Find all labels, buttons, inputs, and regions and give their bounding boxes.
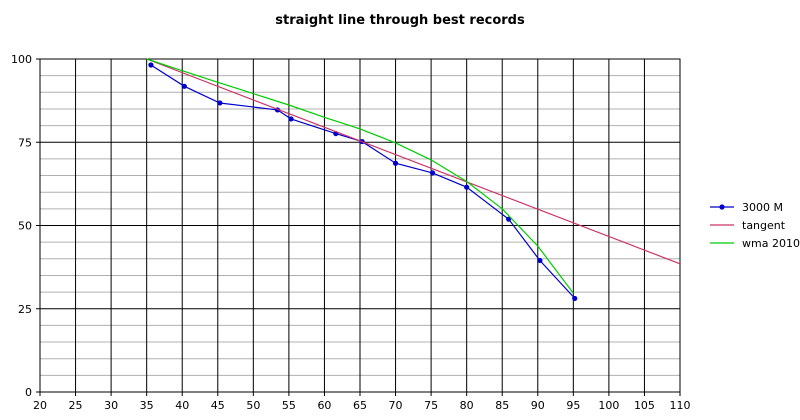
x-tick-label: 30 xyxy=(104,399,118,412)
x-tick-label: 105 xyxy=(634,399,655,412)
data-point-3000-m xyxy=(429,170,436,176)
x-tick-label: 35 xyxy=(140,399,154,412)
grid xyxy=(39,58,681,393)
x-tick-label: 25 xyxy=(69,399,83,412)
data-point-3000-m xyxy=(392,160,399,166)
data-point-3000-m xyxy=(148,62,154,68)
chart-title: straight line through best records xyxy=(275,13,525,28)
x-tick-label: 40 xyxy=(175,399,189,412)
x-tick-label: 85 xyxy=(495,399,509,412)
data-point-3000-m xyxy=(464,184,470,190)
x-tick-label: 75 xyxy=(424,399,438,412)
data-point-3000-m xyxy=(288,116,294,122)
y-tick-label: 25 xyxy=(18,303,32,316)
series-line-wma-2010 xyxy=(146,58,574,294)
series-line-tangent xyxy=(146,58,681,265)
x-tick-label: 55 xyxy=(282,399,296,412)
x-tick-label: 80 xyxy=(460,399,474,412)
x-tick-label: 20 xyxy=(33,399,47,412)
data-point-3000-m xyxy=(537,257,543,264)
x-tick-label: 95 xyxy=(566,399,580,412)
data-point-3000-m xyxy=(506,216,512,222)
y-tick-label: 75 xyxy=(18,136,32,149)
axes: 0 25 50 75 100 20 25 30 35 40 45 50 55 60 65 70 75 80 85 90… xyxy=(11,53,691,412)
x-tick-label: 50 xyxy=(246,399,260,412)
x-tick-label: 45 xyxy=(211,399,225,412)
plot-frame xyxy=(39,58,681,393)
x-tick-label: 70 xyxy=(389,399,403,412)
legend: 3000 M tangent wma 2010 xyxy=(710,201,800,250)
series-line-3000-m xyxy=(150,64,576,299)
x-tick-label: 60 xyxy=(317,399,331,412)
series-layer xyxy=(146,58,681,302)
x-tick-label: 100 xyxy=(598,399,619,412)
legend-label-3000-m: 3000 M xyxy=(742,201,783,214)
legend-label-tangent: tangent xyxy=(742,219,786,232)
legend-label-wma-2010: wma 2010 xyxy=(742,237,800,250)
legend-marker-3000-m xyxy=(719,204,725,210)
x-tick-label: 65 xyxy=(353,399,367,412)
data-point-3000-m xyxy=(572,295,578,302)
x-tick-label: 90 xyxy=(531,399,545,412)
y-tick-label: 0 xyxy=(25,386,32,399)
y-tick-label: 100 xyxy=(11,53,32,66)
y-tick-label: 50 xyxy=(18,220,32,233)
data-point-3000-m xyxy=(217,100,223,106)
data-point-3000-m xyxy=(181,83,187,89)
x-tick-label: 110 xyxy=(670,399,691,412)
